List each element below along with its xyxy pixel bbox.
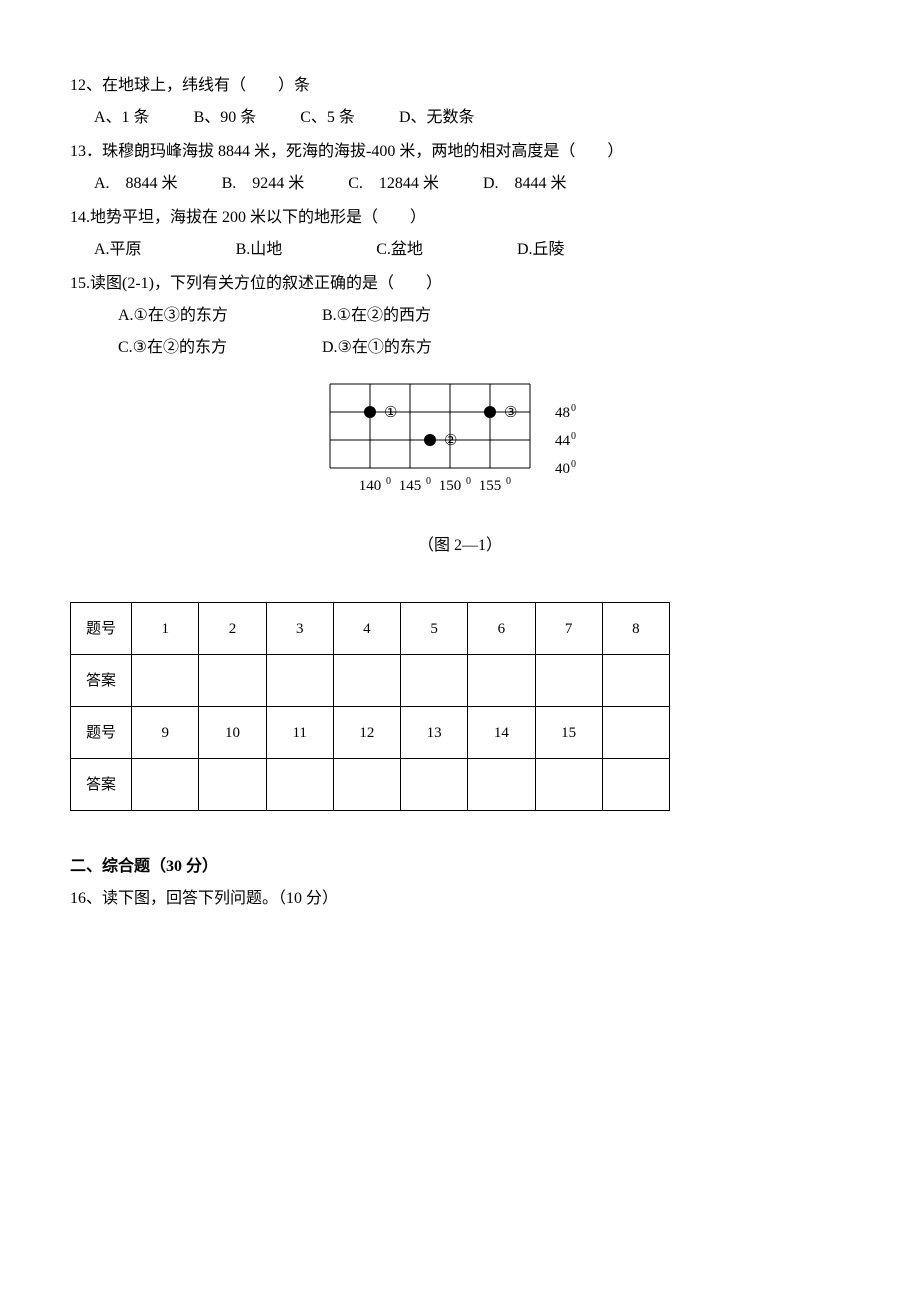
- q12-opt-c: C、5 条: [300, 102, 355, 134]
- cell-q-3: 3: [266, 603, 333, 655]
- cell-a-7: [535, 655, 602, 707]
- cell-a-15: [535, 759, 602, 811]
- question-12-text: 12、在地球上，纬线有（ ）条: [70, 70, 850, 102]
- question-15: 15.读图(2-1)，下列有关方位的叙述正确的是（ ） A.①在③的东方 B.①…: [70, 268, 850, 364]
- question-13: 13．珠穆朗玛峰海拔 8844 米，死海的海拔-400 米，两地的相对高度是（ …: [70, 136, 850, 200]
- q13-opt-a: A. 8844 米: [94, 168, 178, 200]
- question-14: 14.地势平坦，海拔在 200 米以下的地形是（ ） A.平原 B.山地 C.盆…: [70, 202, 850, 266]
- cell-a-14: [468, 759, 535, 811]
- svg-text:0: 0: [571, 403, 576, 414]
- answer-sheet-table: 题号 1 2 3 4 5 6 7 8 答案 题号 9 10 11 12 13 1…: [70, 602, 670, 811]
- q13-opt-b: B. 9244 米: [222, 168, 305, 200]
- cell-a-10: [199, 759, 266, 811]
- q15-opt-d: D.③在①的东方: [322, 332, 522, 364]
- q12-opt-b: B、90 条: [194, 102, 257, 134]
- q15-opt-c: C.③在②的东方: [118, 332, 318, 364]
- table-row: 答案: [71, 759, 670, 811]
- cell-a-blank: [602, 759, 669, 811]
- q12-opt-a: A、1 条: [94, 102, 150, 134]
- svg-text:③: ③: [504, 405, 517, 421]
- svg-text:②: ②: [444, 433, 457, 449]
- question-15-text: 15.读图(2-1)，下列有关方位的叙述正确的是（ ）: [70, 268, 850, 300]
- cell-q-13: 13: [401, 707, 468, 759]
- svg-text:48: 48: [555, 405, 570, 421]
- q14-opt-c: C.盆地: [376, 234, 423, 266]
- table-row: 题号 1 2 3 4 5 6 7 8: [71, 603, 670, 655]
- cell-q-blank: [602, 707, 669, 759]
- question-14-options: A.平原 B.山地 C.盆地 D.丘陵: [70, 234, 850, 266]
- table-row: 题号 9 10 11 12 13 14 15: [71, 707, 670, 759]
- table-row: 答案: [71, 655, 670, 707]
- svg-text:155: 155: [479, 478, 502, 494]
- question-13-options: A. 8844 米 B. 9244 米 C. 12844 米 D. 8444 米: [70, 168, 850, 200]
- cell-q-2: 2: [199, 603, 266, 655]
- q14-opt-a: A.平原: [94, 234, 142, 266]
- svg-text:140: 140: [359, 478, 382, 494]
- q12-opt-d: D、无数条: [399, 102, 475, 134]
- cell-a-9: [132, 759, 199, 811]
- cell-q-6: 6: [468, 603, 535, 655]
- cell-a-6: [468, 655, 535, 707]
- q15-opt-a: A.①在③的东方: [118, 300, 318, 332]
- svg-text:0: 0: [466, 476, 471, 487]
- q14-opt-b: B.山地: [236, 234, 283, 266]
- cell-q-1: 1: [132, 603, 199, 655]
- row-header-q1: 题号: [71, 603, 132, 655]
- cell-a-1: [132, 655, 199, 707]
- svg-text:0: 0: [506, 476, 511, 487]
- q14-opt-d: D.丘陵: [517, 234, 565, 266]
- svg-text:40: 40: [555, 461, 570, 477]
- question-15-options-row2: C.③在②的东方 D.③在①的东方: [70, 332, 850, 364]
- cell-a-8: [602, 655, 669, 707]
- svg-text:150: 150: [439, 478, 462, 494]
- cell-q-8: 8: [602, 603, 669, 655]
- question-12: 12、在地球上，纬线有（ ）条 A、1 条 B、90 条 C、5 条 D、无数条: [70, 70, 850, 134]
- cell-a-3: [266, 655, 333, 707]
- svg-text:①: ①: [384, 405, 397, 421]
- cell-q-11: 11: [266, 707, 333, 759]
- cell-q-12: 12: [333, 707, 400, 759]
- svg-text:44: 44: [555, 433, 571, 449]
- svg-text:0: 0: [386, 476, 391, 487]
- q13-opt-c: C. 12844 米: [348, 168, 439, 200]
- svg-text:0: 0: [426, 476, 431, 487]
- section-2-header: 二、综合题（30 分）: [70, 851, 850, 883]
- row-header-q2: 题号: [71, 707, 132, 759]
- cell-a-11: [266, 759, 333, 811]
- cell-q-10: 10: [199, 707, 266, 759]
- cell-q-7: 7: [535, 603, 602, 655]
- svg-text:0: 0: [571, 431, 576, 442]
- cell-a-13: [401, 759, 468, 811]
- cell-q-4: 4: [333, 603, 400, 655]
- cell-a-2: [199, 655, 266, 707]
- lat-lon-grid-icon: 4804404001400145015001550①②③: [300, 374, 620, 524]
- cell-a-4: [333, 655, 400, 707]
- question-14-text: 14.地势平坦，海拔在 200 米以下的地形是（ ）: [70, 202, 850, 234]
- row-header-a1: 答案: [71, 655, 132, 707]
- cell-q-14: 14: [468, 707, 535, 759]
- cell-q-5: 5: [401, 603, 468, 655]
- svg-text:145: 145: [399, 478, 422, 494]
- question-15-options-row1: A.①在③的东方 B.①在②的西方: [70, 300, 850, 332]
- question-13-text: 13．珠穆朗玛峰海拔 8844 米，死海的海拔-400 米，两地的相对高度是（ …: [70, 136, 850, 168]
- figure-caption: （图 2—1）: [70, 530, 850, 562]
- cell-a-12: [333, 759, 400, 811]
- q15-opt-b: B.①在②的西方: [322, 300, 522, 332]
- question-16: 16、读下图，回答下列问题。（10 分）: [70, 883, 850, 915]
- cell-q-15: 15: [535, 707, 602, 759]
- svg-text:0: 0: [571, 459, 576, 470]
- cell-a-5: [401, 655, 468, 707]
- row-header-a2: 答案: [71, 759, 132, 811]
- q13-opt-d: D. 8444 米: [483, 168, 567, 200]
- question-12-options: A、1 条 B、90 条 C、5 条 D、无数条: [70, 102, 850, 134]
- figure-2-1: 4804404001400145015001550①②③ （图 2—1）: [70, 374, 850, 562]
- cell-q-9: 9: [132, 707, 199, 759]
